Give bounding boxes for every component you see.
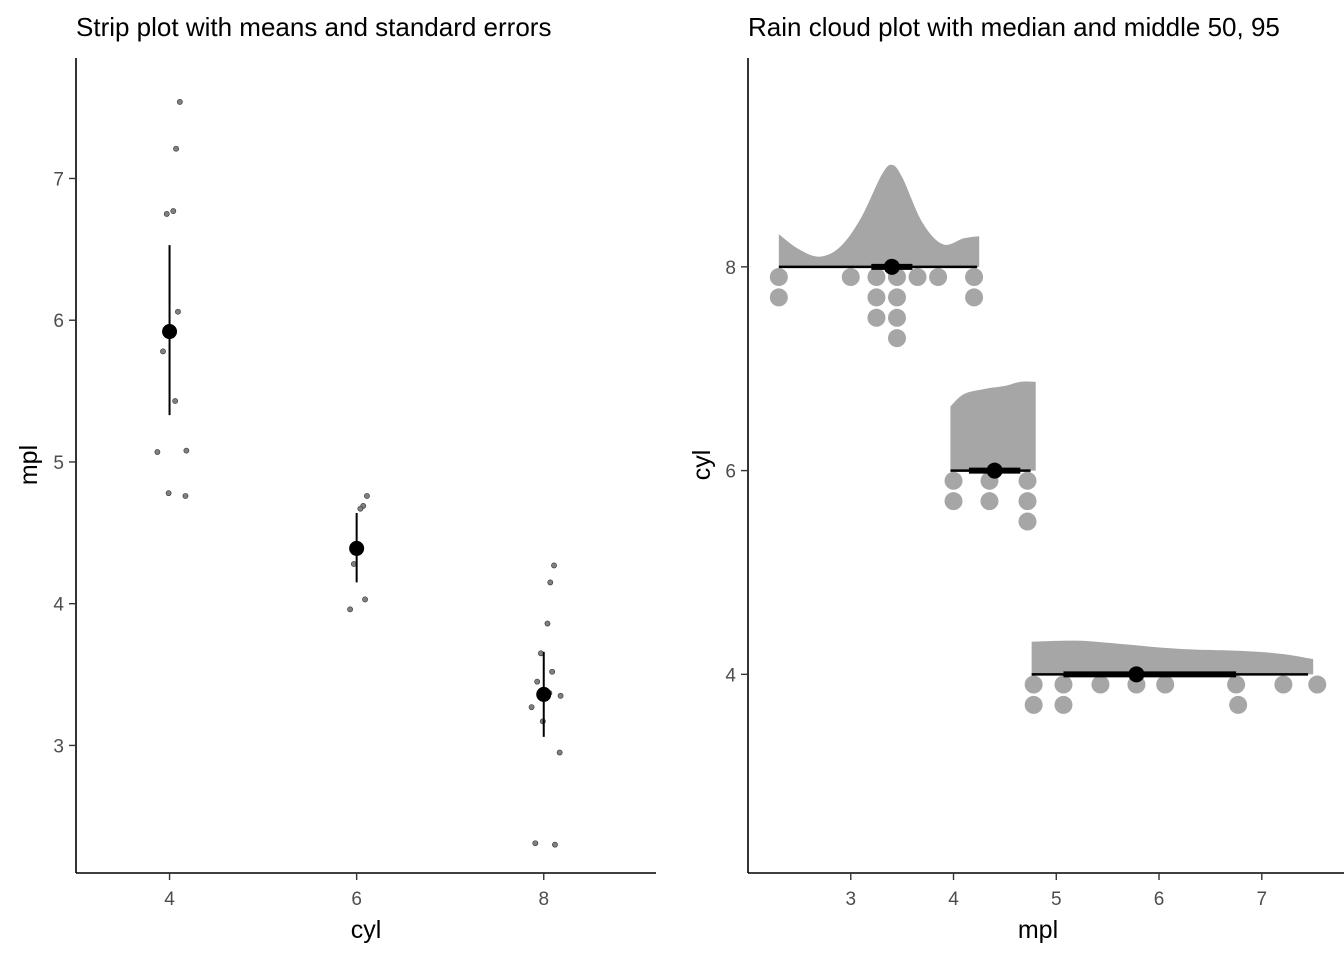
rain-dot [944, 492, 963, 511]
density-cloud [1031, 640, 1314, 675]
strip-point [532, 840, 539, 847]
x-tick-label: 4 [948, 889, 959, 910]
rain-dot [1274, 675, 1293, 694]
mean-point [536, 686, 552, 702]
rain-dot [888, 329, 906, 348]
rain-cloud-panel: Rain cloud plot with median and middle 5… [688, 12, 1344, 944]
median-point [1128, 666, 1145, 683]
rain-cloud-y-ticks: 4 6 8 [725, 258, 748, 686]
x-tick-label: 8 [538, 889, 549, 910]
x-tick-label: 6 [1154, 889, 1165, 910]
rain-dot [965, 288, 984, 307]
x-tick-label: 6 [351, 889, 362, 910]
rain-dot [867, 308, 886, 327]
rain-dot [888, 288, 906, 307]
strip-plot-x-axis-label: cyl [351, 916, 382, 944]
strip-point [556, 749, 563, 756]
strip-point [163, 211, 170, 217]
strip-point [165, 490, 172, 497]
rain-dot [867, 268, 886, 287]
rain-dot [1308, 675, 1327, 694]
strip-point [549, 668, 556, 675]
strip-plot-y-axis-label: mpl [15, 445, 43, 485]
strip-point [160, 348, 166, 355]
rain-dot [1091, 675, 1110, 694]
strip-plot-panel: Strip plot with means and standard error… [15, 12, 656, 944]
rain-cloud-x-ticks: 3 4 5 6 7 [845, 873, 1267, 910]
rain-dot [867, 288, 886, 307]
strip-point [347, 606, 353, 613]
x-tick-label: 4 [164, 889, 175, 910]
rain-dot [1024, 695, 1043, 714]
rain-dot [980, 492, 999, 511]
strip-point [362, 596, 368, 603]
mean-point [349, 540, 365, 556]
rain-dot [1054, 695, 1073, 714]
median-point [883, 258, 900, 275]
density-cloud [950, 381, 1036, 471]
strip-point [154, 449, 161, 455]
strip-plot-title: Strip plot with means and standard error… [76, 12, 551, 42]
median-point [986, 462, 1003, 479]
rain-dot [944, 471, 963, 490]
rain-dot [769, 288, 788, 307]
strip-point [551, 562, 557, 569]
strip-point [557, 692, 564, 699]
x-tick-label: 7 [1257, 889, 1268, 910]
mean-point [162, 324, 178, 340]
strip-point [357, 505, 364, 512]
y-tick-label: 6 [725, 462, 736, 483]
y-tick-label: 6 [53, 311, 64, 332]
strip-point [175, 308, 181, 315]
rain-dot [965, 268, 984, 287]
y-tick-label: 8 [725, 258, 736, 279]
strip-point [183, 447, 190, 454]
strip-point [172, 398, 179, 404]
rain-dot [929, 268, 948, 287]
strip-point [534, 678, 541, 685]
rain-dot [908, 268, 927, 287]
strip-point [170, 208, 177, 214]
strip-plot-y-ticks: 3 4 5 6 7 [53, 169, 76, 757]
strip-point [182, 493, 189, 499]
rain-cloud-y-axis-label: cyl [688, 450, 716, 481]
y-tick-label: 4 [725, 665, 736, 686]
density-cloud [778, 164, 980, 267]
rain-dot [1018, 492, 1037, 511]
rain-dot [841, 268, 860, 287]
strip-plot-marks [154, 99, 564, 848]
y-tick-label: 7 [53, 169, 64, 190]
rain-dot [888, 308, 906, 327]
rain-cloud-marks [769, 164, 1327, 714]
strip-plot-x-ticks: 4 6 8 [164, 873, 549, 910]
x-tick-label: 3 [845, 889, 856, 910]
y-tick-label: 4 [53, 595, 64, 616]
strip-point [544, 620, 551, 627]
rain-dot [1229, 695, 1248, 714]
strip-point [173, 145, 179, 152]
rain-dot [1227, 675, 1246, 694]
x-tick-label: 5 [1051, 889, 1062, 910]
rain-cloud-x-axis-label: mpl [1018, 916, 1058, 944]
rain-dot [1156, 675, 1175, 694]
rain-dot [769, 268, 788, 287]
strip-point [176, 99, 183, 105]
y-tick-label: 5 [53, 453, 64, 474]
rain-cloud-title: Rain cloud plot with median and middle 5… [748, 12, 1280, 42]
strip-point [552, 841, 558, 848]
rain-dot [1018, 471, 1037, 490]
strip-point [528, 704, 535, 711]
strip-point [364, 493, 370, 499]
rain-dot [1054, 675, 1073, 694]
rain-dot [1018, 512, 1037, 531]
strip-point [547, 579, 554, 586]
rain-dot [1024, 675, 1043, 694]
y-tick-label: 3 [53, 736, 64, 757]
